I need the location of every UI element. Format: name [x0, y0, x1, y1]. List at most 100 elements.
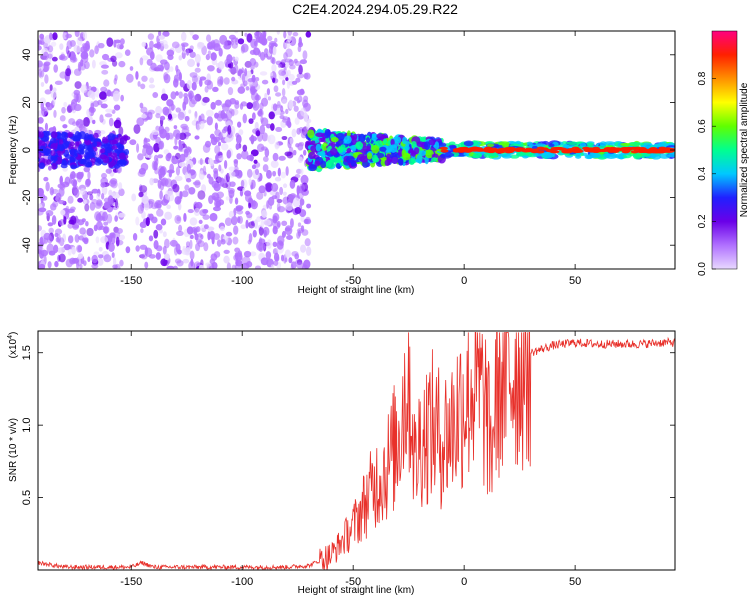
heatmap-cell-noise [217, 76, 224, 85]
heatmap-cell-noise [208, 195, 214, 205]
heatmap-cell-noise [89, 194, 94, 201]
heatmap-cell-noise [103, 221, 109, 226]
heatmap-cell-noise [164, 211, 173, 220]
heatmap-cell-noise [152, 91, 159, 99]
heatmap-cell-noise [173, 78, 179, 88]
heatmap-cell-noise [93, 224, 98, 232]
heatmap-cell-noise [259, 102, 264, 111]
heatmap-cell-noise [262, 156, 269, 162]
heatmap-cell-noise [40, 101, 45, 111]
heatmap-cell-noise [194, 179, 201, 188]
heatmap-cell-noise [156, 208, 164, 217]
heatmap-cell-noise [101, 172, 107, 179]
heatmap-cell-noise [261, 210, 268, 218]
heatmap-cell-noise [89, 201, 96, 211]
heatmap-cell-noise [115, 236, 120, 247]
heatmap-cell-noise [79, 119, 84, 126]
heatmap-cell-noise [286, 69, 291, 77]
heatmap-cell-noise [215, 200, 222, 208]
heatmap-cell-noise [73, 173, 81, 178]
spectrogram-x-tick-label: -150 [120, 275, 142, 287]
heatmap-cell-noise [234, 247, 241, 253]
heatmap-cell-noise [83, 199, 87, 205]
heatmap-cell-noise [202, 214, 210, 220]
heatmap-cell-line-core [571, 146, 580, 150]
spectrogram-y-tick-label: 40 [21, 49, 33, 61]
heatmap-cell-noise [73, 103, 82, 112]
heatmap-cell-noise [276, 202, 281, 212]
heatmap-cell-noise [139, 185, 148, 193]
heatmap-cell-noise [118, 182, 123, 190]
heatmap-cell-noise [207, 157, 213, 165]
heatmap-cell-noise [165, 153, 171, 162]
heatmap-cell-noise [286, 79, 291, 89]
heatmap-cell-noise [164, 126, 170, 133]
heatmap-cell-noise [98, 254, 104, 259]
heatmap-cell-noise [278, 155, 286, 161]
heatmap-cell-noise [178, 55, 183, 61]
heatmap-cell-noise [228, 67, 235, 72]
heatmap-cell-noise [176, 216, 181, 222]
heatmap-cell-line-core [517, 147, 526, 151]
heatmap-cell-noise [101, 193, 105, 200]
heatmap-cell-noise [228, 170, 236, 178]
heatmap-cell-line-halo [438, 142, 447, 147]
heatmap-cell-noise [300, 244, 307, 253]
heatmap-cell-noise [178, 91, 183, 99]
heatmap-cell-noise [166, 49, 175, 57]
heatmap-cell-noise [275, 256, 280, 262]
heatmap-cell-line-core [649, 147, 658, 151]
heatmap-cell-line-core [485, 148, 494, 152]
heatmap-cell-noise [246, 261, 253, 268]
heatmap-cell-noise [63, 215, 67, 225]
heatmap-cell-noise [61, 106, 66, 114]
heatmap-cell-noise [177, 111, 185, 121]
heatmap-cell-noise [281, 220, 288, 227]
heatmap-cell-noise [138, 191, 144, 198]
snr-frame [37, 330, 676, 571]
heatmap-cell-noise [263, 191, 267, 197]
heatmap-cell-noise [206, 80, 214, 90]
heatmap-cell-noise [195, 201, 203, 209]
heatmap-cell-noise [96, 192, 101, 200]
heatmap-cell-transition [336, 156, 342, 163]
heatmap-cell-line-core [540, 147, 549, 151]
heatmap-cell-noise [232, 236, 239, 245]
heatmap-cell-noise [278, 69, 286, 77]
heatmap-cell-noise [178, 143, 184, 151]
heatmap-cell-noise [161, 198, 169, 206]
heatmap-cell-noise [119, 259, 124, 267]
heatmap-cell-noise [253, 159, 258, 164]
heatmap-cell-noise [86, 227, 94, 237]
heatmap-cell-line-core [439, 146, 448, 150]
heatmap-cell-noise [97, 42, 105, 49]
heatmap-cell-noise [290, 261, 297, 269]
heatmap-cell-noise [305, 246, 312, 257]
heatmap-cell-line-core [603, 147, 612, 151]
heatmap-cell-line-core [561, 150, 570, 154]
heatmap-cell-noise [236, 153, 242, 160]
heatmap-cell-noise [249, 135, 258, 142]
heatmap-cell-transition [411, 141, 417, 148]
heatmap-cell-band [46, 130, 51, 136]
heatmap-cell-noise [282, 191, 287, 196]
heatmap-cell-noise [76, 244, 82, 253]
heatmap-cell-noise [83, 260, 87, 267]
heatmap-cell-transition [428, 139, 436, 146]
heatmap-cell-noise [194, 53, 201, 64]
spectrogram-y-tick-label: 20 [21, 96, 33, 108]
heatmap-cell-noise [284, 151, 292, 157]
heatmap-cell-noise [59, 115, 66, 122]
heatmap-cell-noise [250, 65, 255, 70]
heatmap-cell-transition [431, 157, 438, 162]
heatmap-cell-noise [131, 193, 137, 202]
heatmap-cell-noise [235, 132, 240, 138]
heatmap-cell-noise [262, 226, 270, 236]
heatmap-cell-noise [38, 45, 42, 51]
heatmap-cell-noise [291, 128, 297, 138]
snr-y-scale-exponent: 4 [7, 335, 14, 339]
heatmap-cell-noise [268, 196, 275, 206]
heatmap-cell-noise [44, 122, 49, 132]
heatmap-cell-line-halo [486, 143, 495, 147]
heatmap-cell-noise [188, 92, 193, 102]
